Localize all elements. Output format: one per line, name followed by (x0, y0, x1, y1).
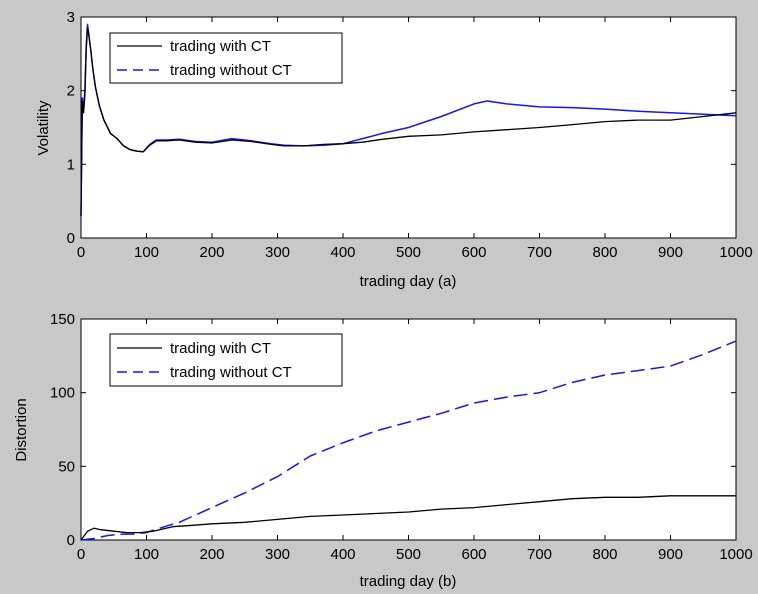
x-tick-label: 500 (396, 546, 421, 563)
series-line-with-ct (80, 495, 736, 541)
x-tick-label: 0 (77, 244, 85, 261)
y-tick-label: 0 (67, 532, 75, 549)
y-tick-label: 1 (67, 156, 75, 173)
series-line-with-ct (80, 27, 737, 216)
x-tick-label: 1000 (719, 546, 752, 563)
x-tick-label: 300 (265, 546, 290, 563)
x-tick-label: 1000 (719, 244, 752, 261)
x-tick-label: 400 (330, 244, 355, 261)
x-tick-label: 800 (592, 546, 617, 563)
x-tick-label: 300 (265, 244, 290, 261)
tick-group: 0 100 200 300 400 500 600 700 800 900 1000 0 1 2 3 (67, 9, 753, 261)
legend-label-without-ct: trading without CT (170, 62, 292, 79)
y-tick-label: 3 (67, 9, 75, 26)
x-tick-label: 100 (134, 244, 159, 261)
series-group (80, 340, 737, 541)
y-tick-label: 100 (50, 385, 75, 402)
x-tick-label: 900 (658, 546, 683, 563)
legend-label-with-ct: trading with CT (170, 38, 271, 55)
x-axis-title: trading day (b) (360, 573, 457, 590)
series-line-without-ct (80, 340, 737, 541)
x-tick-label: 100 (134, 546, 159, 563)
y-axis-title: Distortion (13, 398, 30, 461)
x-tick-label: 0 (77, 546, 85, 563)
series-group (80, 23, 737, 216)
y-tick-label: 0 (67, 230, 75, 247)
volatility-panel: 0 100 200 300 400 500 600 700 800 900 1000 0 1 2 3 tra… (35, 9, 753, 290)
legend-box (109, 32, 343, 84)
y-tick-label: 50 (58, 458, 75, 475)
legend-label-without-ct: trading without CT (170, 364, 292, 381)
x-tick-label: 600 (461, 244, 486, 261)
legend-label-with-ct: trading with CT (170, 340, 271, 357)
x-tick-label: 700 (527, 546, 552, 563)
legend-box (109, 333, 343, 387)
x-tick-label: 700 (527, 244, 552, 261)
x-tick-label: 500 (396, 244, 421, 261)
legend: trading with CT trading without CT (109, 32, 343, 84)
tick-group: 0 100 200 300 400 500 600 700 800 900 1000 0 50 100 15… (50, 311, 753, 563)
x-tick-label: 200 (199, 546, 224, 563)
x-tick-label: 200 (199, 244, 224, 261)
distortion-panel: 0 100 200 300 400 500 600 700 800 900 1000 0 50 100 15… (13, 311, 753, 590)
x-tick-label: 400 (330, 546, 355, 563)
x-tick-label: 900 (658, 244, 683, 261)
y-tick-label: 150 (50, 311, 75, 328)
x-tick-label: 600 (461, 546, 486, 563)
x-tick-label: 800 (592, 244, 617, 261)
y-axis-title: Volatility (35, 100, 52, 156)
legend: trading with CT trading without CT (109, 333, 343, 387)
y-tick-label: 2 (67, 83, 75, 100)
x-axis-title: trading day (a) (360, 273, 457, 290)
